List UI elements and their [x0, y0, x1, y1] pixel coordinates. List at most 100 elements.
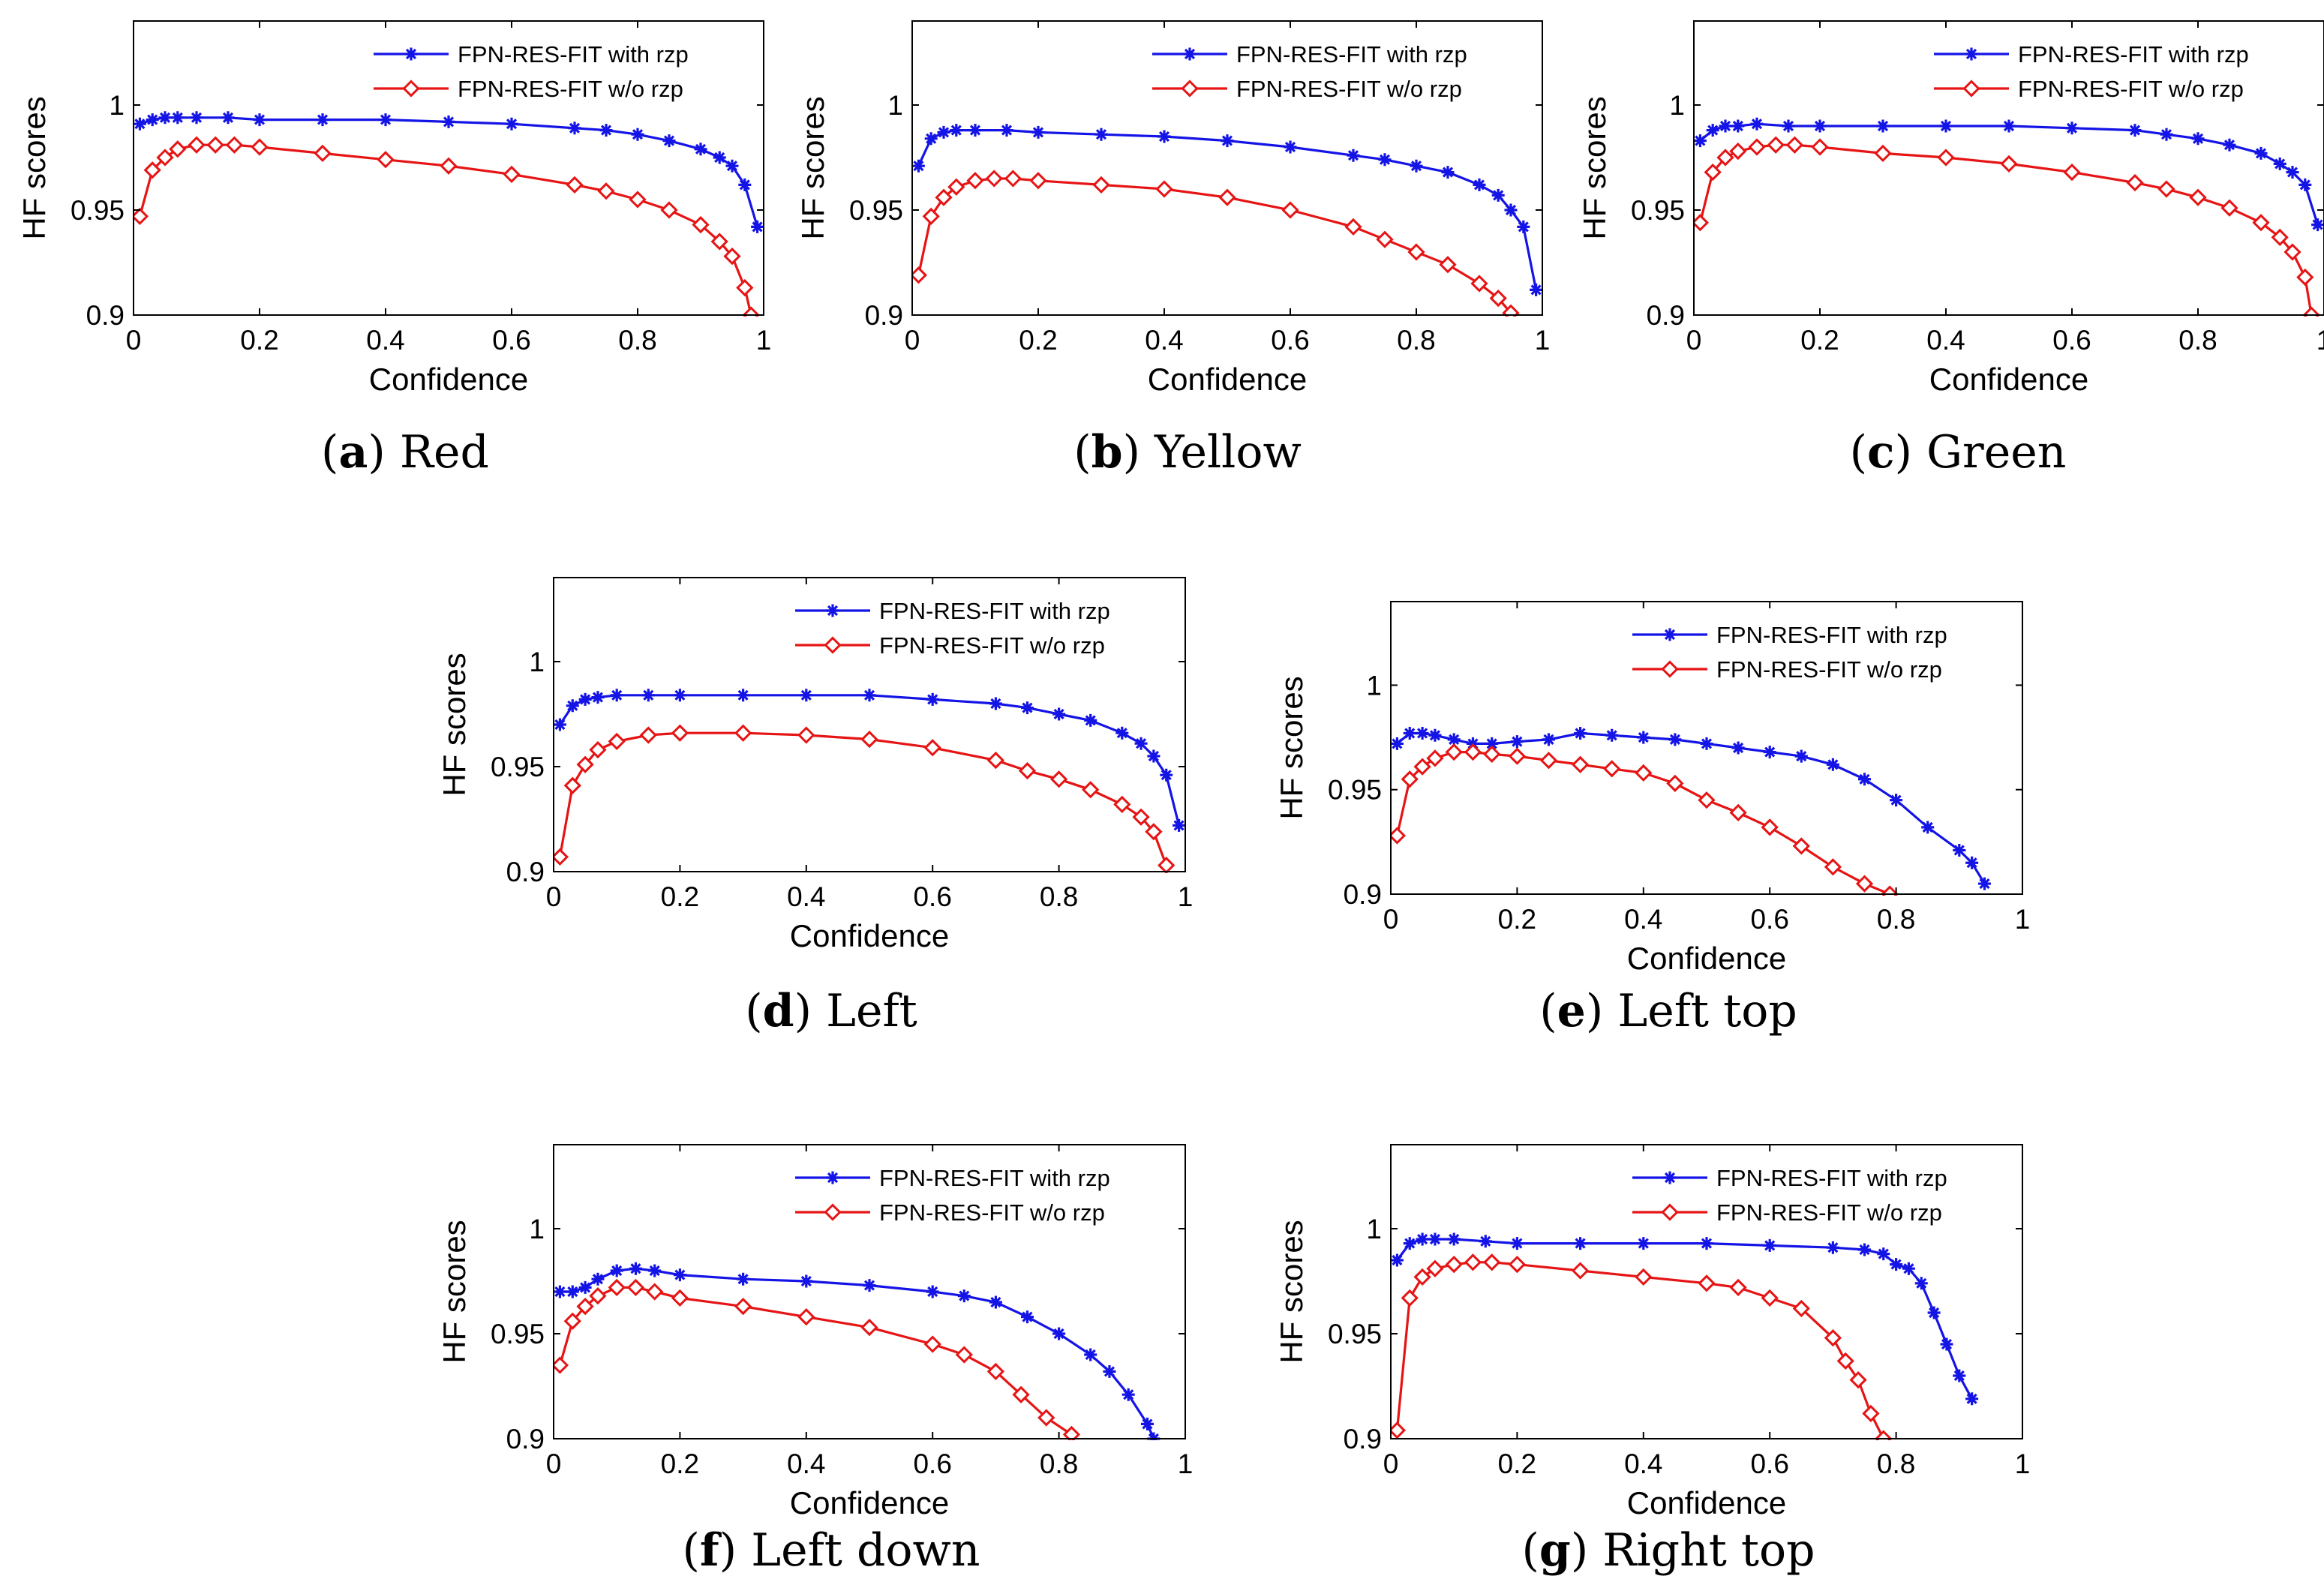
data-point [1052, 1327, 1066, 1340]
data-point [1021, 1310, 1034, 1324]
data-point [1877, 1247, 1890, 1261]
data-point [660, 201, 678, 219]
data-point [1571, 1262, 1590, 1280]
data-point [2065, 122, 2079, 135]
data-point [503, 165, 521, 184]
data-point [1937, 149, 1955, 167]
data-point [1018, 761, 1037, 780]
data-point [1542, 733, 1555, 746]
series-without-rzp [1391, 1253, 1893, 1440]
data-point [1977, 877, 1991, 890]
legend: FPN-RES-FIT with rzp FPN-RES-FIT w/o rzp [795, 598, 1110, 659]
plot-f: 0 0.2 0.4 0.6 0.8 1 0.9 0.95 1 Confidence HF score… [437, 1144, 1193, 1520]
data-point [1914, 1277, 1928, 1290]
legend-label: FPN-RES-FIT with rzp [879, 1165, 1110, 1191]
data-point [1115, 726, 1129, 740]
data-point [1416, 1232, 1429, 1246]
data-point [221, 111, 235, 125]
series-line [558, 1286, 1073, 1436]
data-point [1637, 1237, 1650, 1250]
data-point [1635, 764, 1653, 782]
y-tick-label: 1 [1366, 1214, 1382, 1244]
data-point [316, 113, 329, 127]
plot-b: 0 0.2 0.4 0.6 0.8 1 0.9 0.95 1 Confidence HF score… [795, 20, 1550, 397]
data-point [1479, 1235, 1492, 1248]
data-point [608, 732, 626, 751]
data-point [1426, 749, 1444, 767]
data-point [554, 1356, 569, 1374]
legend-marker [1962, 80, 1980, 98]
y-axis-label: HF scores [437, 653, 472, 796]
x-tick-label: 0.4 [1926, 325, 1965, 356]
y-tick-label: 0.95 [71, 195, 125, 226]
caption-f: (f) Left down [682, 1524, 980, 1577]
series-line [1395, 1261, 1885, 1439]
x-tick-label: 0.2 [1498, 1448, 1536, 1479]
data-point [1694, 214, 1710, 232]
series-line [558, 731, 1168, 866]
data-point [1037, 1409, 1055, 1427]
data-point [1748, 138, 1766, 156]
data-point [725, 159, 739, 173]
data-point [554, 718, 566, 731]
legend-label: FPN-RES-FIT with rzp [2018, 41, 2249, 68]
data-point [1092, 176, 1110, 194]
plot-e: 0 0.2 0.4 0.6 0.8 1 0.9 0.95 1 Confidence HF score… [1274, 601, 2030, 976]
data-point [1173, 818, 1185, 832]
legend-marker [824, 1203, 842, 1221]
data-point [860, 1318, 878, 1337]
legend-label: FPN-RES-FIT with rzp [1716, 1165, 1947, 1191]
data-point [1157, 856, 1176, 873]
axes-box [911, 20, 1543, 316]
legend-label: FPN-RES-FIT w/o rzp [879, 1199, 1105, 1226]
data-point [947, 178, 965, 196]
data-point [800, 1274, 813, 1288]
data-point [1391, 1421, 1407, 1439]
data-point [1483, 1253, 1501, 1271]
data-point [2157, 180, 2175, 198]
data-point [926, 692, 939, 706]
data-point [986, 751, 1005, 770]
data-point [1401, 1289, 1419, 1307]
data-point [1635, 1268, 1653, 1286]
y-tick-label: 1 [529, 647, 545, 677]
series-without-rzp [1694, 136, 2320, 317]
data-point [924, 132, 938, 146]
data-point [1813, 119, 1827, 133]
data-point [738, 178, 752, 191]
data-point [1716, 149, 1734, 167]
data-point [1082, 781, 1100, 799]
data-point [576, 1297, 594, 1316]
data-point [1849, 1370, 1867, 1389]
x-tick-label: 0.2 [240, 325, 278, 356]
data-point [1824, 1328, 1842, 1347]
data-point [662, 134, 676, 148]
data-point [1121, 1388, 1135, 1401]
y-tick-label: 0.9 [506, 857, 545, 887]
legend-marker [824, 636, 842, 654]
x-tick-label: 0.8 [2178, 325, 2217, 356]
data-point [1401, 770, 1419, 788]
legend-label: FPN-RES-FIT w/o rzp [879, 632, 1105, 659]
axes-box [133, 20, 764, 316]
data-point [1134, 737, 1148, 750]
x-tick-label: 0.4 [366, 325, 404, 356]
legend-label: FPN-RES-FIT w/o rzp [1236, 76, 1462, 102]
data-point [1637, 731, 1650, 744]
data-point [143, 161, 161, 179]
data-point [1767, 136, 1785, 154]
data-point [1811, 138, 1829, 156]
x-tick-label: 0.8 [1040, 881, 1078, 912]
y-tick-label: 0.9 [506, 1424, 545, 1454]
data-point [578, 1280, 592, 1294]
data-point [610, 689, 623, 702]
x-tick-label: 0.6 [913, 881, 951, 912]
data-point [1965, 1392, 1979, 1406]
x-tick-label: 0.2 [1019, 325, 1057, 356]
data-point [1782, 119, 1795, 133]
data-point [1504, 203, 1518, 217]
data-point [2063, 163, 2081, 182]
x-axis-label: Confidence [1627, 1485, 1786, 1520]
y-tick-label: 0.95 [849, 195, 903, 226]
legend: FPN-RES-FIT with rzp FPN-RES-FIT w/o rzp [795, 1165, 1110, 1226]
